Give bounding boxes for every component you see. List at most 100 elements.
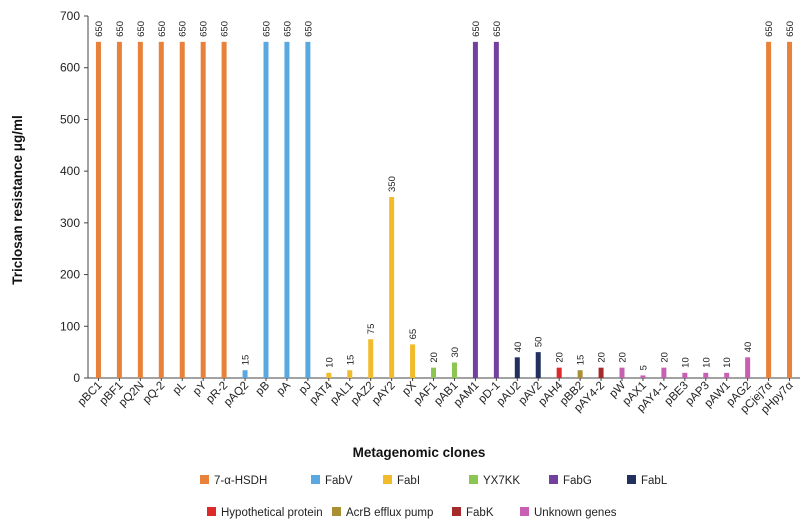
x-tick-label-pAZ2: pAZ2: [349, 380, 377, 408]
legend-item-fabg: FabG: [549, 475, 592, 487]
bar-pAF1: [431, 367, 437, 378]
bar-pAM1: [472, 41, 478, 378]
legend-label: FabL: [641, 475, 668, 487]
x-tick-label-pL: pL: [171, 379, 189, 397]
data-label-pBE3: 10: [680, 357, 691, 368]
data-label-pA: 650: [282, 21, 293, 37]
bar-pAY4-2: [598, 367, 604, 378]
x-tick-label-pAU2: pAU2: [495, 380, 524, 409]
x-tick-label-pAQ2: pAQ2: [222, 380, 251, 409]
data-label-pAY2: 350: [387, 176, 398, 192]
legend-label: YX7KK: [483, 475, 520, 487]
data-label-pAQ2: 15: [241, 355, 252, 366]
data-label-pAY4-1: 20: [659, 352, 670, 363]
legend-swatch: [311, 475, 320, 484]
bar-pR-2: [221, 41, 227, 378]
data-label-pAV2: 50: [534, 337, 545, 348]
data-label-pAL1: 15: [345, 355, 356, 366]
bar-pBB2: [577, 370, 583, 378]
y-tick-label: 400: [60, 164, 80, 178]
data-label-pQ-2: 650: [157, 21, 168, 37]
legend-item-unknown-genes: Unknown genes: [520, 507, 617, 519]
bar-pBF1: [116, 41, 122, 378]
bar-pJ: [305, 41, 311, 378]
data-label-pJ: 650: [303, 21, 314, 37]
bar-pB: [263, 41, 269, 378]
data-label-pAG2: 40: [743, 342, 754, 353]
bar-pBC1: [95, 41, 101, 378]
bar-pAQ2: [242, 370, 248, 378]
bar-pW: [619, 367, 625, 378]
data-label-pCjej7α: 650: [764, 21, 775, 37]
legend-item-fabv: FabV: [311, 475, 353, 487]
data-label-pR-2: 650: [220, 21, 231, 37]
bar-pAP3: [703, 372, 709, 378]
bar-pAX1: [640, 375, 646, 378]
data-label-pAH4: 20: [555, 352, 566, 363]
legend-label: 7-α-HSDH: [214, 475, 267, 487]
bar-pD-1: [493, 41, 499, 378]
bar-pAG2: [745, 357, 751, 378]
x-tick-label-pAY2: pAY2: [370, 380, 398, 408]
y-tick-label: 100: [60, 319, 80, 333]
legend-item-fabk: FabK: [452, 507, 494, 519]
x-tick-label-pB: pB: [254, 379, 273, 398]
x-tick-label-pBC1: pBC1: [76, 380, 105, 409]
data-label-pAZ2: 75: [366, 324, 377, 335]
data-label-pAY4-2: 20: [597, 352, 608, 363]
data-label-pBC1: 650: [94, 21, 105, 37]
legend-item-fabi: FabI: [383, 475, 420, 487]
legend-label: AcrB efflux pump: [346, 507, 433, 519]
y-tick-label: 700: [60, 9, 80, 23]
data-label-pAB1: 30: [450, 347, 461, 358]
bar-pX: [410, 344, 416, 378]
bar-pL: [179, 41, 185, 378]
legend-item-acrb-efflux-pump: AcrB efflux pump: [332, 507, 433, 519]
legend-swatch: [332, 507, 341, 516]
data-label-pX: 65: [408, 329, 419, 340]
data-label-pW: 20: [618, 352, 629, 363]
bar-pBE3: [682, 372, 688, 378]
y-axis-title: Triclosan resistance μg/ml: [10, 115, 25, 285]
data-label-pBF1: 650: [115, 21, 126, 37]
data-label-pAT4: 10: [324, 357, 335, 368]
data-labels: 650 650 650 650 650 650 650 15 650 650 650 10 15 75 35…: [94, 21, 796, 370]
data-label-pB: 650: [262, 21, 273, 37]
y-tick-label: 0: [73, 371, 80, 385]
bar-pQ-2: [158, 41, 164, 378]
legend: 7-α-HSDH FabV FabI YX7KK FabG FabL Hypothetica…: [200, 475, 668, 519]
legend-label: FabI: [397, 475, 420, 487]
bar-pAU2: [514, 357, 520, 378]
bar-pA: [284, 41, 290, 378]
legend-label: FabG: [563, 475, 592, 487]
bar-pAV2: [535, 352, 541, 378]
data-label-pBB2: 15: [576, 355, 587, 366]
legend-swatch: [520, 507, 529, 516]
legend-label: FabV: [325, 475, 353, 487]
x-tick-label-pA: pA: [275, 379, 294, 398]
bar-pCjej7α: [766, 41, 772, 378]
legend-item-yx7kk: YX7KK: [469, 475, 520, 487]
axes: 0 100 200 300 400 500 600 700: [60, 9, 800, 385]
bar-pAB1: [451, 362, 457, 378]
legend-swatch: [452, 507, 461, 516]
data-label-pQ2N: 650: [136, 21, 147, 37]
legend-swatch: [549, 475, 558, 484]
legend-item-7-hsdh: 7-α-HSDH: [200, 475, 267, 487]
bar-pAZ2: [368, 339, 374, 378]
legend-label: FabK: [466, 507, 494, 519]
data-label-pAW1: 10: [722, 357, 733, 368]
legend-swatch: [383, 475, 392, 484]
data-label-pD-1: 650: [492, 21, 503, 37]
bar-pAH4: [556, 367, 562, 378]
y-tick-label: 600: [60, 61, 80, 75]
bar-pAL1: [347, 370, 353, 378]
legend-swatch: [469, 475, 478, 484]
data-label-pAP3: 10: [701, 357, 712, 368]
y-tick-label: 200: [60, 268, 80, 282]
bar-pY: [200, 41, 206, 378]
data-label-pL: 650: [178, 21, 189, 37]
bar-pQ2N: [137, 41, 143, 378]
data-label-pAF1: 20: [429, 352, 440, 363]
